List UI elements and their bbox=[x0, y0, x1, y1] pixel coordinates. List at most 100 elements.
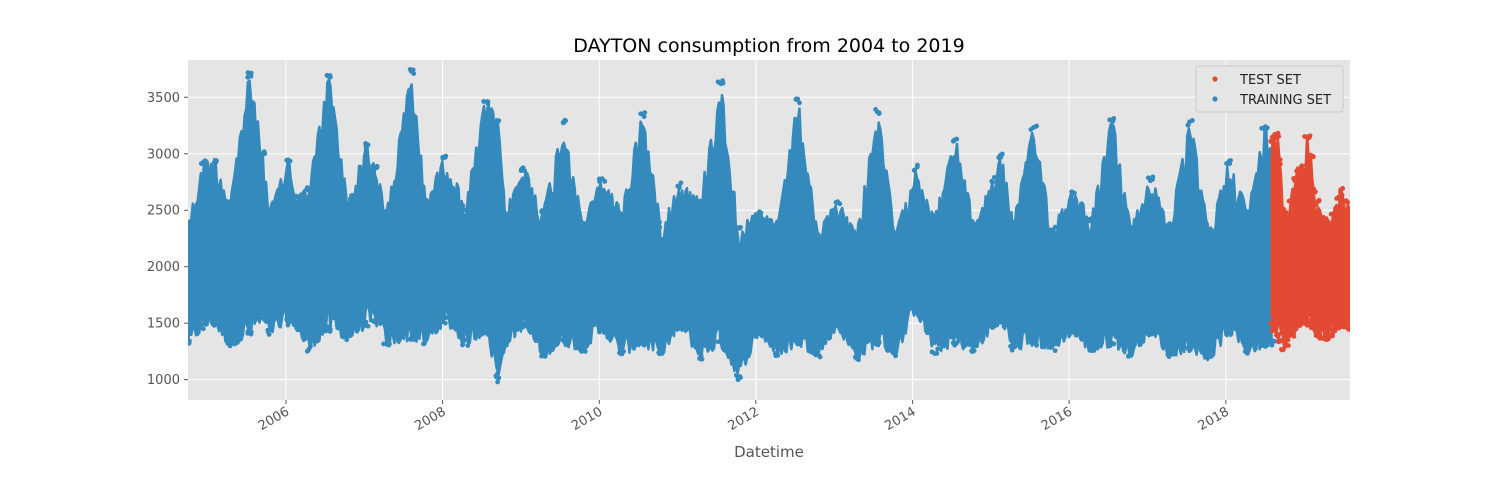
data-point bbox=[793, 97, 799, 102]
data-point bbox=[1166, 223, 1172, 229]
x-tick-label: 2012 bbox=[726, 404, 762, 434]
data-point bbox=[1283, 210, 1289, 215]
data-point bbox=[381, 341, 386, 347]
data-point bbox=[1268, 320, 1274, 326]
data-point bbox=[503, 342, 509, 348]
data-point bbox=[817, 354, 823, 360]
data-point bbox=[932, 216, 938, 222]
data-point bbox=[1332, 213, 1338, 219]
data-point bbox=[1185, 345, 1191, 351]
data-point bbox=[442, 320, 448, 326]
data-point bbox=[1338, 190, 1344, 196]
data-point bbox=[1242, 208, 1248, 213]
legend-label-test-set: TEST SET bbox=[1239, 73, 1301, 88]
data-point bbox=[442, 154, 448, 160]
data-point bbox=[756, 209, 762, 215]
data-point bbox=[1147, 331, 1153, 337]
y-tick-label: 2000 bbox=[147, 260, 180, 275]
series-layer bbox=[183, 66, 1350, 385]
data-point bbox=[676, 183, 682, 189]
x-tick-label: 2006 bbox=[256, 404, 292, 434]
data-point bbox=[505, 212, 511, 218]
data-point bbox=[835, 200, 841, 206]
data-point bbox=[1285, 337, 1291, 343]
data-point bbox=[1303, 162, 1309, 168]
data-point bbox=[374, 318, 380, 323]
data-point bbox=[1325, 222, 1331, 228]
data-point bbox=[1328, 211, 1334, 217]
data-point bbox=[484, 99, 490, 104]
data-point bbox=[1348, 213, 1350, 219]
data-point bbox=[793, 337, 799, 343]
data-point bbox=[1263, 127, 1268, 133]
data-point bbox=[1013, 219, 1018, 225]
legend: TEST SET TRAINING SET bbox=[1195, 65, 1344, 113]
data-point bbox=[211, 322, 217, 328]
data-point bbox=[268, 327, 274, 333]
data-point bbox=[285, 317, 291, 323]
data-point bbox=[1275, 130, 1281, 136]
data-point bbox=[1328, 326, 1334, 332]
data-point bbox=[1340, 319, 1346, 325]
data-point bbox=[1306, 134, 1312, 140]
data-point bbox=[1330, 224, 1335, 230]
data-point bbox=[268, 212, 274, 218]
data-point bbox=[812, 233, 818, 239]
data-point bbox=[720, 337, 725, 343]
data-point bbox=[245, 74, 251, 80]
x-tick-label: 2008 bbox=[412, 404, 448, 434]
data-point bbox=[856, 230, 861, 236]
data-point bbox=[1346, 209, 1350, 215]
data-point bbox=[1291, 197, 1297, 202]
data-point bbox=[211, 160, 217, 165]
data-point bbox=[1272, 338, 1277, 344]
data-point bbox=[304, 348, 310, 354]
data-point bbox=[1294, 168, 1299, 174]
data-point bbox=[348, 196, 353, 202]
data-point bbox=[519, 325, 524, 331]
data-point bbox=[932, 351, 938, 356]
data-point bbox=[495, 119, 501, 125]
y-tick-label: 1000 bbox=[147, 373, 180, 388]
data-point bbox=[893, 352, 898, 358]
data-point bbox=[539, 350, 545, 355]
data-point bbox=[1277, 161, 1283, 167]
data-point bbox=[348, 333, 353, 338]
data-point bbox=[230, 201, 235, 207]
data-point bbox=[579, 349, 585, 354]
data-point bbox=[1263, 340, 1268, 345]
data-point bbox=[1090, 215, 1095, 221]
data-point bbox=[1069, 329, 1075, 335]
data-point bbox=[1111, 116, 1117, 121]
data-point bbox=[876, 340, 882, 346]
data-point bbox=[1325, 336, 1331, 342]
data-point bbox=[1340, 186, 1346, 191]
data-point bbox=[460, 203, 466, 208]
data-point bbox=[304, 185, 310, 191]
data-point bbox=[493, 123, 499, 129]
data-point bbox=[1259, 343, 1265, 348]
x-tick-label: 2018 bbox=[1196, 404, 1232, 434]
data-point bbox=[183, 220, 188, 225]
legend-marker-training-set bbox=[1212, 96, 1218, 102]
data-point bbox=[657, 224, 662, 230]
data-point bbox=[1208, 353, 1214, 359]
data-point bbox=[698, 198, 704, 204]
x-tick-label: 2016 bbox=[1039, 404, 1075, 434]
data-point bbox=[893, 231, 898, 236]
data-point bbox=[200, 326, 206, 332]
data-point bbox=[291, 194, 297, 200]
data-point-outlier bbox=[495, 370, 501, 376]
data-point bbox=[775, 352, 781, 358]
data-point bbox=[285, 159, 291, 165]
data-point bbox=[370, 318, 376, 324]
data-point bbox=[1312, 323, 1318, 329]
data-point bbox=[1107, 117, 1113, 123]
data-point bbox=[1306, 319, 1312, 325]
data-point bbox=[363, 323, 369, 329]
data-point bbox=[1330, 220, 1336, 226]
data-point bbox=[411, 335, 417, 341]
data-point bbox=[1147, 178, 1153, 184]
data-point bbox=[619, 351, 625, 357]
